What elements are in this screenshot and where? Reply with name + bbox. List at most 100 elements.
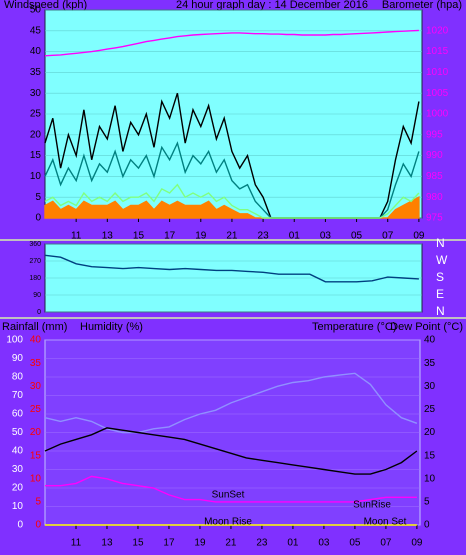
line [44,372,418,434]
annotation: SunRise [353,500,391,511]
y2-tick-label: 1005 [426,88,449,99]
wind-label: Windspeed (kph) [4,0,87,11]
line [45,475,417,503]
y2-tick-label: 995 [426,129,443,140]
x-tick-label: 03 [318,538,330,549]
line [44,29,419,57]
y2-tick-label: 25 [424,404,436,415]
baro-label: Barometer (hpa) [382,0,462,11]
annotation: Moon Set [364,517,407,528]
y2-tick-label: 30 [424,381,436,392]
y2-tick-label: 990 [426,150,443,161]
y2-tick-label: 0 [424,520,430,531]
y3-tick-label: 40 [30,335,42,346]
y-tick-label: 0 [17,520,23,531]
y3-tick-label: 25 [30,404,42,415]
y2-tick-label: 975 [426,213,443,224]
y-tick-label: 25 [30,109,42,120]
x-tick-label: 19 [194,538,206,549]
y2-tick-label: 5 [424,497,430,508]
annotation: Moon Rise [204,517,252,528]
y2-tick-label: 35 [424,358,436,369]
y-tick-label: 70 [12,390,24,401]
x-tick-label: 17 [163,538,175,549]
y-tick-label: 20 [12,483,24,494]
y-tick-label: 180 [29,275,41,282]
y-tick-label: 90 [33,292,41,299]
humidity-label: Humidity (%) [80,321,143,333]
y2-tick-label: 40 [424,335,436,346]
temp-label: Temperature (°C) [312,321,396,333]
y2-tick-label: 10 [424,473,436,484]
line [44,183,420,219]
y3-tick-label: 35 [30,358,42,369]
y-tick-label: 50 [12,427,24,438]
y2-tick-label: 1015 [426,46,449,57]
x-tick-label: 21 [226,231,238,242]
x-tick-label: 01 [287,538,299,549]
y2-tick-label: W [436,253,448,267]
x-tick-label: 09 [413,231,425,242]
y3-tick-label: 5 [35,497,41,508]
y2-tick-label: 1000 [426,109,449,120]
x-tick-label: 07 [380,538,392,549]
y-tick-label: 15 [30,150,42,161]
y-tick-label: 30 [30,88,42,99]
x-tick-label: 23 [258,231,270,242]
x-tick-label: 21 [225,538,237,549]
y2-tick-label: S [436,270,444,284]
y2-tick-label: 1010 [426,67,449,78]
y-tick-label: 30 [12,464,24,475]
line [44,427,418,475]
x-tick-label: 15 [132,538,144,549]
y-tick-label: 80 [12,372,24,383]
y3-tick-label: 30 [30,381,42,392]
y2-tick-label: N [436,236,445,250]
y-tick-label: 100 [6,335,23,346]
y-tick-label: 10 [30,171,42,182]
y-tick-label: 5 [35,192,41,203]
y-tick-label: 270 [29,258,41,265]
x-tick-label: 13 [102,231,114,242]
x-tick-label: 11 [71,538,82,549]
x-tick-label: 19 [195,231,207,242]
chart-title: 24 hour graph day : 14 December 2016 [176,0,368,11]
x-tick-label: 05 [349,538,361,549]
x-tick-label: 07 [382,231,394,242]
y2-tick-label: N [436,304,445,318]
y-tick-label: 40 [30,46,42,57]
x-tick-label: 13 [101,538,113,549]
y2-tick-label: 985 [426,171,443,182]
y-tick-label: 10 [12,501,24,512]
y2-tick-label: 20 [424,427,436,438]
y-tick-label: 90 [12,353,24,364]
y-tick-label: 40 [12,446,24,457]
line [44,254,419,283]
y-tick-label: 45 [30,25,42,36]
y-tick-label: 360 [29,241,41,248]
y2-tick-label: E [436,287,444,301]
x-tick-label: 15 [133,231,145,242]
y-tick-label: 35 [30,67,42,78]
rain-label: Rainfall (mm) [2,321,67,333]
annotation: SunSet [212,490,245,501]
y-tick-label: 0 [35,213,41,224]
y3-tick-label: 15 [30,450,42,461]
y-tick-label: 50 [30,5,42,16]
x-tick-label: 03 [320,231,332,242]
y-tick-label: 0 [37,309,41,316]
y3-tick-label: 20 [30,427,42,438]
y3-tick-label: 10 [30,473,42,484]
y2-tick-label: 15 [424,450,436,461]
y3-tick-label: 0 [35,520,41,531]
x-tick-label: 05 [351,231,363,242]
y2-tick-label: 980 [426,192,443,203]
dew-label: Dew Point (°C) [390,321,463,333]
x-tick-label: 09 [411,538,423,549]
x-tick-label: 23 [256,538,268,549]
y-tick-label: 60 [12,409,24,420]
x-tick-label: 01 [289,231,301,242]
y2-tick-label: 1020 [426,25,449,36]
x-tick-label: 11 [71,231,82,242]
